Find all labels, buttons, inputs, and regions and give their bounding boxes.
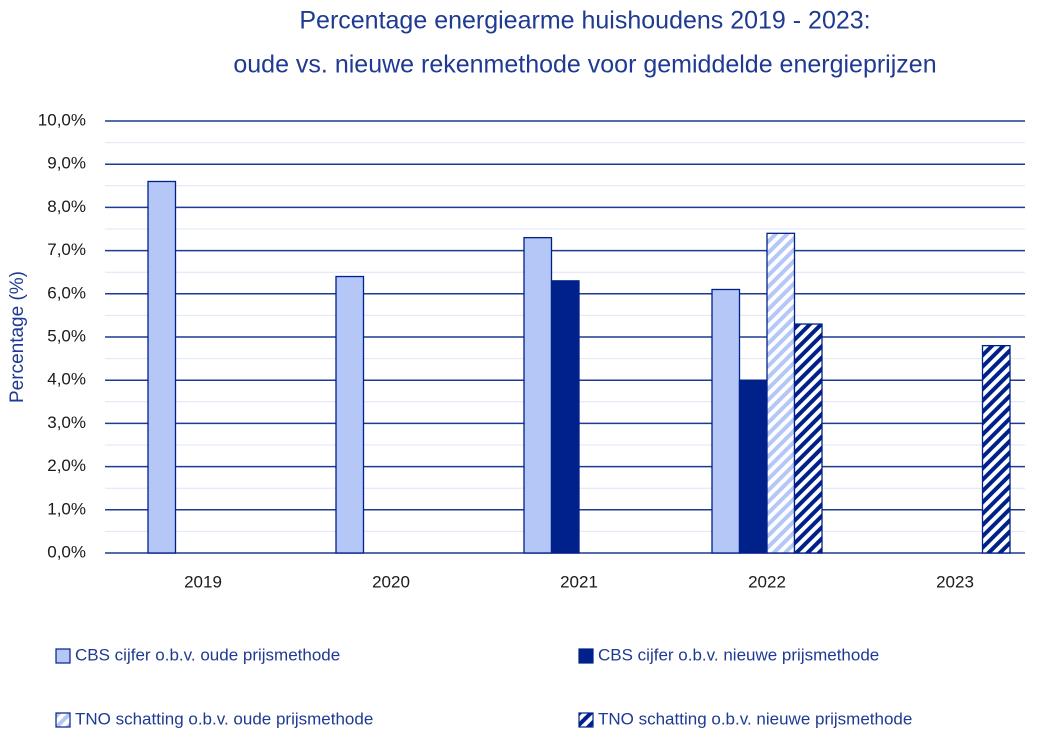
- legend-swatch: [55, 712, 71, 728]
- y-tick-label: 1,0%: [47, 499, 86, 518]
- x-tick-label: 2022: [748, 572, 786, 591]
- y-tick-label: 10,0%: [38, 110, 86, 129]
- bar: [738, 379, 768, 554]
- y-tick-label: 0,0%: [47, 542, 86, 561]
- y-tick-label: 6,0%: [47, 283, 86, 302]
- legend-label: CBS cijfer o.b.v. oude prijsmethode: [75, 645, 340, 664]
- bar: [981, 344, 1011, 554]
- legend-label: TNO schatting o.b.v. nieuwe prijsmethode: [598, 709, 912, 728]
- x-tick-label: 2019: [184, 572, 222, 591]
- chart-title: oude vs. nieuwe rekenmethode voor gemidd…: [233, 51, 936, 79]
- bar: [766, 232, 796, 554]
- y-tick-label: 7,0%: [47, 240, 86, 259]
- chart-title: Percentage energiearme huishoudens 2019 …: [299, 7, 870, 35]
- bar: [147, 180, 177, 554]
- x-tick-label: 2021: [560, 572, 598, 591]
- y-tick-label: 5,0%: [47, 326, 86, 345]
- bar: [550, 280, 580, 554]
- legend-label: CBS cijfer o.b.v. nieuwe prijsmethode: [598, 645, 879, 664]
- y-tick-label: 2,0%: [47, 456, 86, 475]
- y-axis-label: Percentage (%): [7, 271, 28, 403]
- bar: [335, 275, 365, 554]
- legend-swatch: [578, 712, 594, 728]
- legend-label: TNO schatting o.b.v. oude prijsmethode: [75, 709, 373, 728]
- legend-swatch: [578, 648, 594, 664]
- y-tick-label: 9,0%: [47, 154, 86, 173]
- y-tick-label: 8,0%: [47, 197, 86, 216]
- legend-swatch: [55, 648, 71, 664]
- x-tick-label: 2020: [372, 572, 410, 591]
- y-tick-label: 3,0%: [47, 413, 86, 432]
- bar: [793, 323, 823, 554]
- bar: [523, 236, 553, 554]
- y-tick-label: 4,0%: [47, 370, 86, 389]
- x-tick-label: 2023: [936, 572, 974, 591]
- bar: [711, 288, 741, 554]
